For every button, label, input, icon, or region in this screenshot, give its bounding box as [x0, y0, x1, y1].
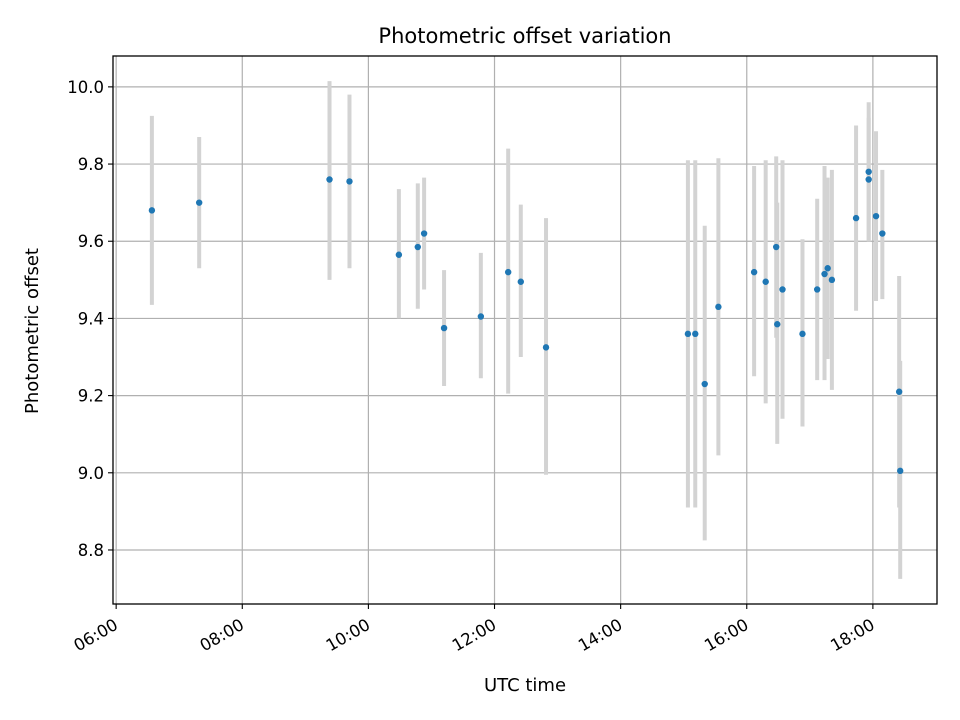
data-point: [504, 268, 512, 276]
data-point: [799, 330, 806, 338]
data-point: [813, 286, 821, 293]
data-point: [762, 278, 769, 285]
data-point: [684, 330, 692, 338]
data-point: [477, 313, 485, 320]
data-point: [895, 388, 903, 395]
data-point: [542, 344, 550, 351]
y-axis-ticks: 8.8 9.0 9.2 9.4 9.6 9.8 10.0: [67, 78, 113, 560]
x-axis-label: UTC time: [484, 675, 566, 696]
data-point: [865, 176, 872, 183]
data-point: [852, 214, 860, 222]
data-point: [872, 212, 880, 220]
data-point: [824, 265, 831, 272]
data-point: [420, 230, 428, 237]
data-point: [148, 207, 156, 214]
data-point: [517, 278, 524, 285]
y-tick-label: 8.8: [78, 541, 104, 560]
data-point: [750, 268, 758, 276]
y-tick-label: 9.4: [78, 309, 104, 328]
data-point: [774, 321, 781, 328]
data-point: [701, 380, 708, 388]
data-point: [346, 178, 353, 185]
y-axis-label: Photometric offset: [22, 248, 43, 414]
data-point: [715, 303, 722, 311]
data-point: [692, 330, 699, 338]
y-tick-label: 9.8: [78, 155, 104, 174]
data-point: [772, 243, 780, 251]
plot-frame: [112, 55, 938, 605]
data-point: [440, 324, 448, 332]
data-point: [414, 243, 421, 251]
data-point: [779, 286, 786, 293]
data-point: [326, 176, 333, 183]
data-point: [865, 168, 872, 175]
grid: [113, 56, 937, 604]
y-tick-label: 9.2: [78, 387, 104, 406]
data-point: [195, 199, 203, 206]
data-point: [879, 230, 886, 237]
data-points: [148, 168, 904, 475]
data-point: [395, 251, 403, 258]
y-tick-label: 9.0: [78, 464, 104, 483]
data-point: [828, 276, 836, 284]
y-tick-label: 9.6: [78, 232, 104, 251]
chart-title: Photometric offset variation: [378, 24, 671, 48]
y-tick-label: 10.0: [67, 78, 104, 97]
data-point: [897, 467, 904, 475]
data-point: [821, 270, 828, 278]
